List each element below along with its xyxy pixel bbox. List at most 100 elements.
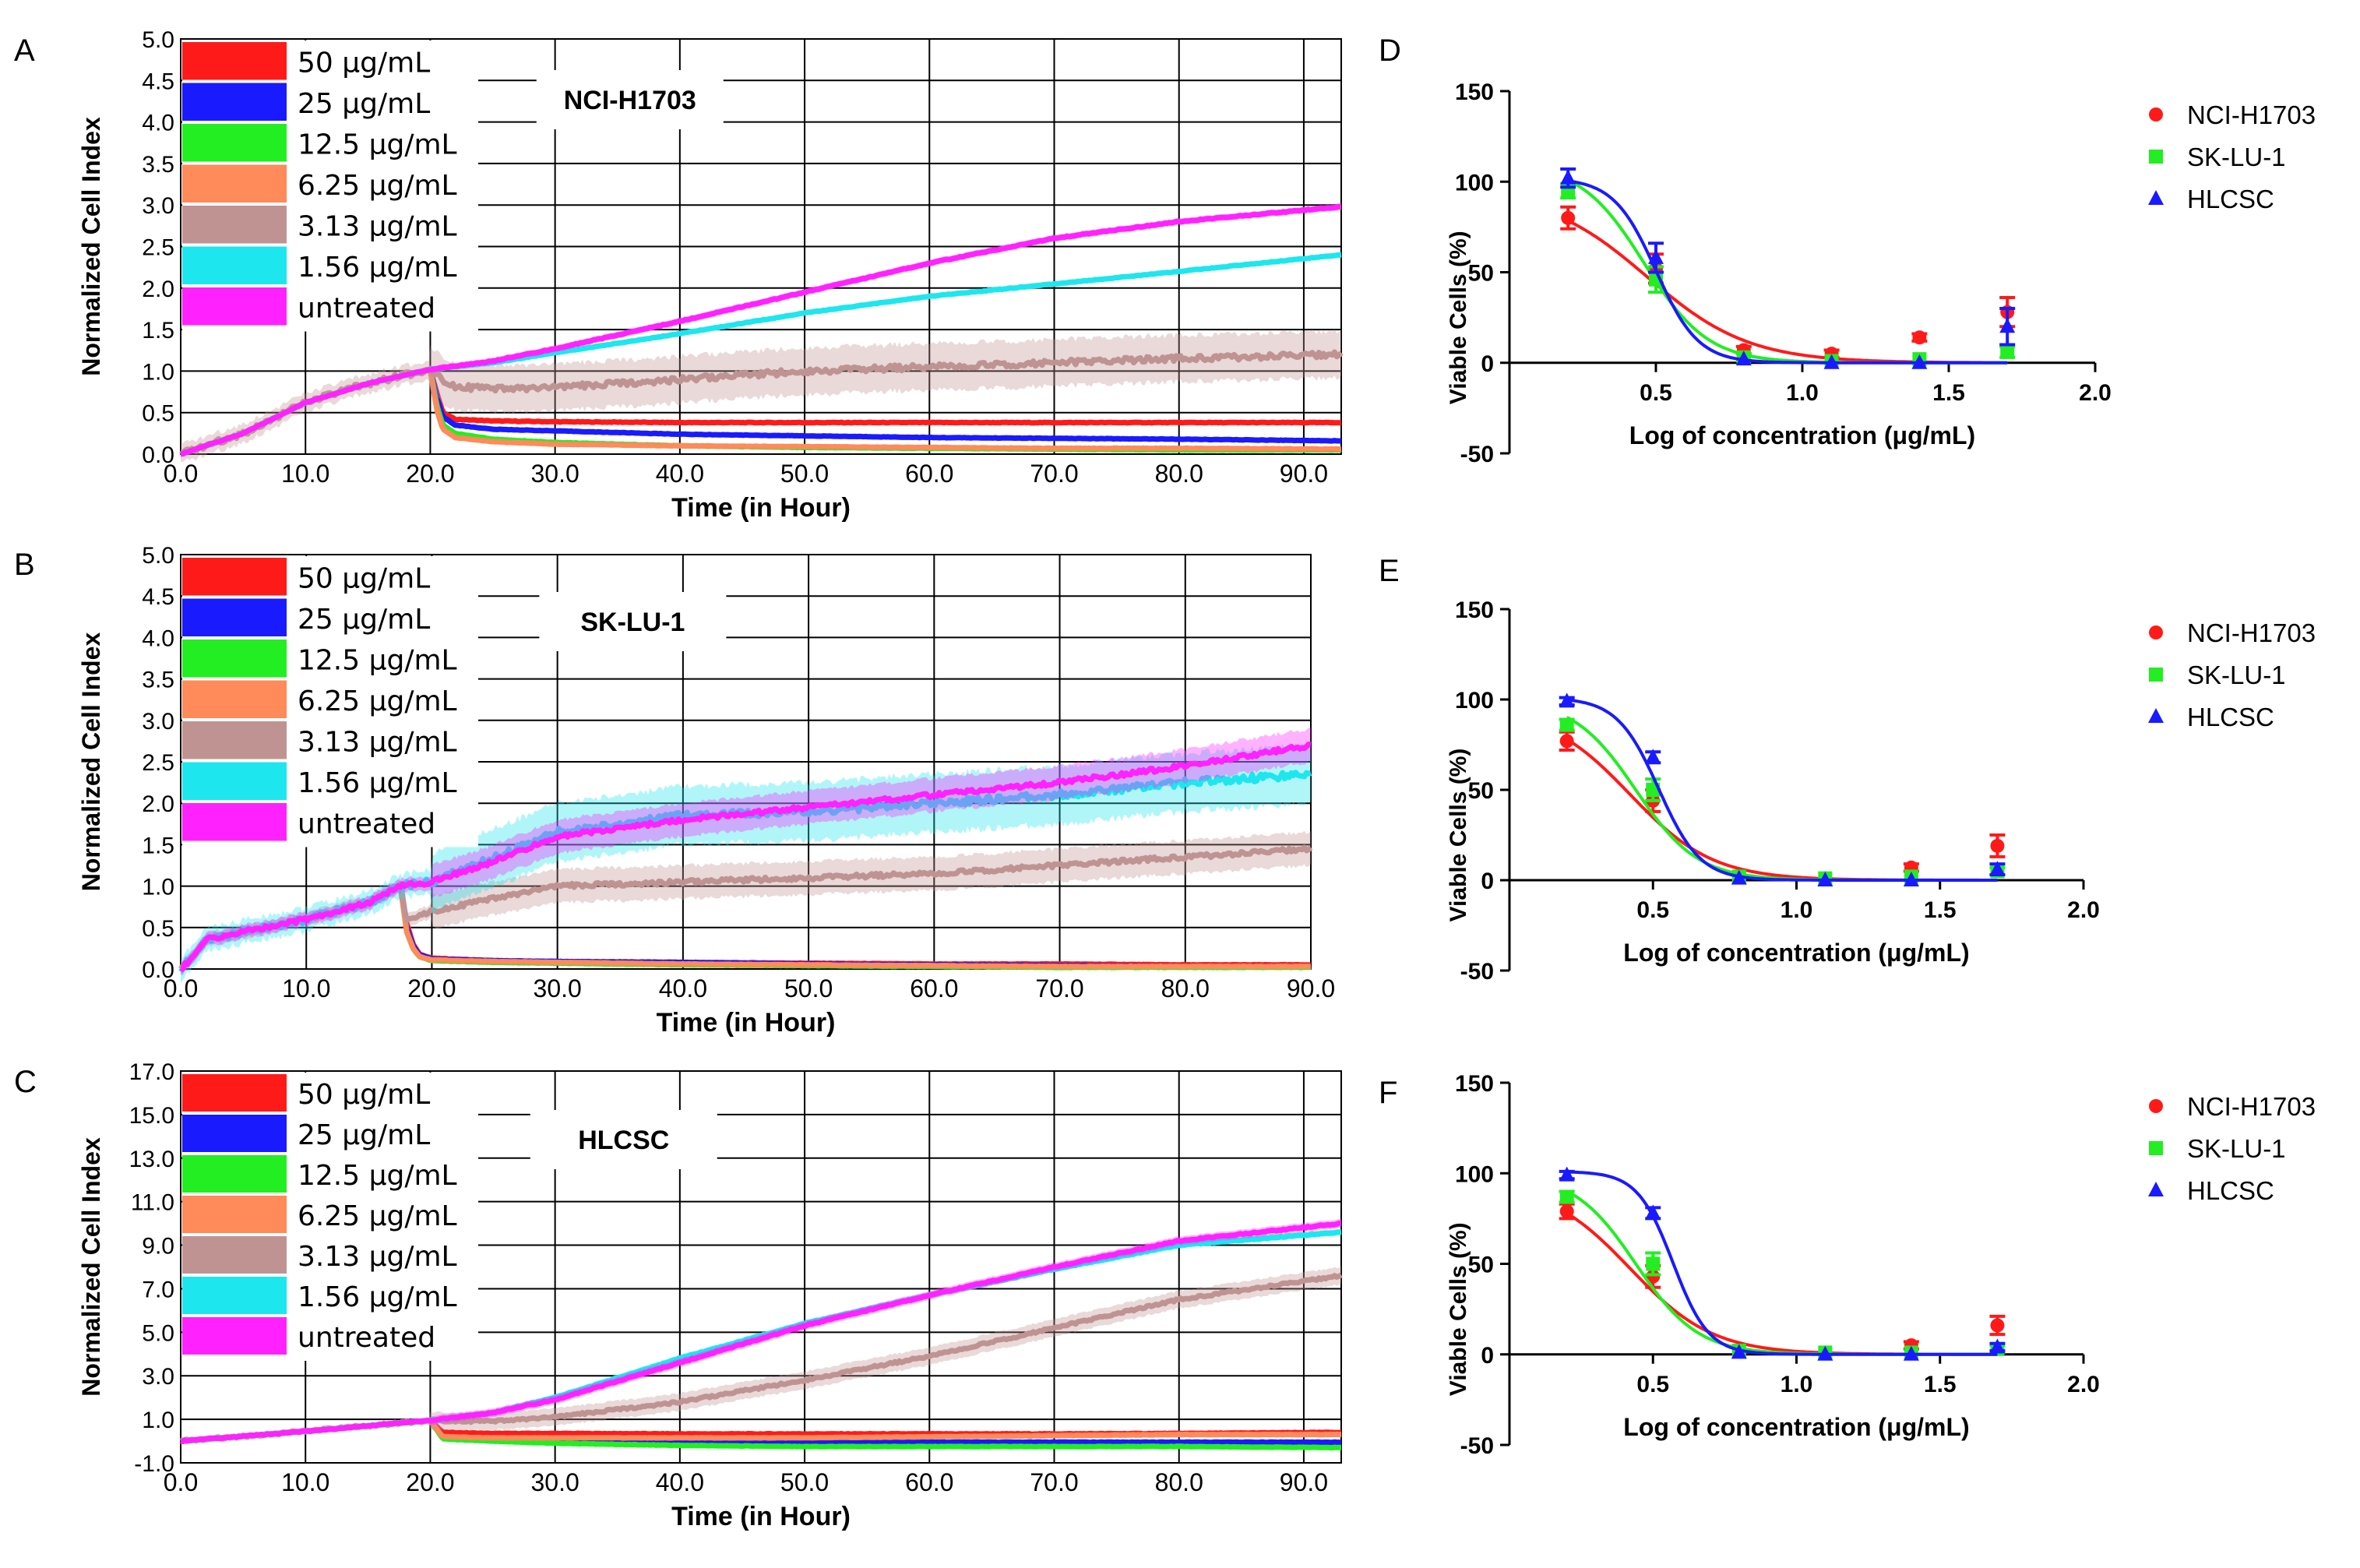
legend-label: 50 μg/mL [298, 48, 430, 79]
legend-label: SK-LU-1 [2187, 1134, 2286, 1163]
y-axis-label: Viable Cells (%) [1446, 1222, 1471, 1396]
x-tick-label: 10.0 [281, 460, 329, 488]
x-tick-label: 2.0 [2079, 380, 2112, 406]
data-point [1559, 692, 1575, 708]
legend-marker [2149, 150, 2163, 164]
y-axis-label: Normalized Cell Index [77, 632, 105, 892]
fit-curve-nci-h1703 [1566, 738, 1998, 882]
y-tick-label: 0 [1481, 869, 1494, 894]
data-point [1559, 1204, 1574, 1219]
data-point [1999, 318, 2016, 333]
x-tick-label: 80.0 [1155, 1468, 1203, 1496]
legend-label: 50 μg/mL [298, 563, 430, 595]
fit-curve-sk-lu-1 [1567, 178, 2008, 365]
y-tick-label: 0.0 [142, 442, 174, 468]
data-point [1731, 869, 1747, 885]
y-tick-label: 100 [1455, 1161, 1494, 1187]
legend-label: 12.5 μg/mL [298, 129, 457, 161]
x-axis-label: Time (in Hour) [671, 1502, 851, 1531]
legend-label: 12.5 μg/mL [298, 645, 457, 677]
y-tick-label: 2.5 [142, 750, 174, 776]
panel-letter: C [14, 1065, 37, 1099]
legend-swatch [182, 42, 287, 80]
x-tick-label: 30.0 [531, 1468, 579, 1496]
legend-label: NCI-H1703 [2187, 618, 2316, 647]
legend-label: NCI-H1703 [2187, 1092, 2316, 1121]
legend-marker [2149, 625, 2163, 640]
y-tick-label: 150 [1455, 79, 1494, 105]
y-tick-label: 100 [1455, 170, 1494, 196]
x-tick-label: 30.0 [534, 974, 582, 1002]
x-tick-label: 90.0 [1280, 1468, 1328, 1496]
y-tick-label: -1.0 [134, 1451, 174, 1477]
legend-label: untreated [298, 809, 435, 840]
data-point [1990, 1318, 2005, 1333]
x-tick-label: 10.0 [282, 974, 330, 1002]
y-axis-label: Viable Cells (%) [1446, 749, 1471, 922]
legend-swatch [182, 721, 287, 759]
x-tick-label: 50.0 [780, 1468, 829, 1496]
legend-swatch [182, 206, 287, 244]
legend: 50 μg/mL 25 μg/mL 12.5 μg/mL 6.25 μg/mL 3.13… [182, 1073, 478, 1361]
data-point [1559, 1166, 1575, 1182]
x-tick-label: 50.0 [780, 460, 829, 488]
legend: 50 μg/mL 25 μg/mL 12.5 μg/mL 6.25 μg/mL 3.13… [182, 556, 478, 847]
y-tick-label: 3.0 [142, 193, 174, 219]
data-point [1645, 1204, 1661, 1220]
y-tick-label: 50 [1468, 1253, 1494, 1278]
data-point [1911, 354, 1928, 369]
x-tick-label: 40.0 [659, 974, 707, 1002]
y-tick-label: 0.5 [142, 916, 174, 942]
data-point [1903, 872, 1919, 886]
legend-marker [2149, 107, 2163, 122]
x-tick-label: 0.5 [1636, 897, 1669, 923]
y-tick-label: 4.0 [142, 111, 174, 136]
legend-swatch [182, 1277, 287, 1314]
x-tick-label: 1.0 [1781, 1372, 1813, 1397]
data-point [1559, 717, 1574, 732]
data-point [1735, 351, 1752, 366]
legend-label: 6.25 μg/mL [298, 170, 457, 202]
x-tick-label: 0.0 [164, 974, 198, 1002]
title-box [539, 592, 727, 651]
fit-curve-sk-lu-1 [1566, 716, 1998, 882]
legend-marker [2149, 1099, 2163, 1113]
legend-swatch [182, 1236, 287, 1274]
legend-label: untreated [298, 1322, 435, 1354]
y-tick-label: 0 [1481, 1343, 1494, 1369]
legend-swatch [182, 598, 287, 636]
legend-swatch [182, 1317, 287, 1355]
fit-curve-nci-h1703 [1567, 219, 2008, 365]
y-tick-label: 3.0 [142, 1364, 174, 1390]
y-tick-label: 0.0 [142, 957, 174, 983]
x-tick-label: 20.0 [407, 974, 456, 1002]
y-tick-label: 150 [1455, 597, 1494, 623]
x-tick-label: 20.0 [406, 460, 454, 488]
legend-swatch [182, 246, 287, 284]
legend-swatch [182, 287, 287, 326]
title-box [530, 1110, 717, 1169]
data-point [1989, 861, 2006, 876]
y-tick-label: 2.5 [142, 235, 174, 261]
y-tick-label: 1.0 [142, 359, 174, 385]
legend-marker [2149, 1141, 2163, 1155]
panel-C: C -1.0 1.0 3.0 5.0 7.0 9.0 11.0 13.0 15.0 17.0 0.0 1… [14, 1059, 1343, 1531]
legend-label: 1.56 μg/mL [298, 1281, 457, 1313]
legend-label: untreated [298, 293, 435, 325]
legend-label: 12.5 μg/mL [298, 1160, 457, 1192]
x-tick-label: 60.0 [910, 974, 958, 1002]
legend-swatch [182, 164, 287, 203]
legend-swatch [182, 762, 287, 800]
data-point [1731, 1344, 1747, 1359]
x-tick-label: 1.5 [1932, 380, 1965, 406]
y-tick-label: 13.0 [129, 1147, 174, 1172]
error-band-156gml [181, 743, 1311, 984]
x-tick-label: 70.0 [1030, 1468, 1078, 1496]
legend-marker [2148, 190, 2164, 205]
legend-swatch [182, 83, 287, 121]
y-tick-label: 3.0 [142, 709, 174, 735]
data-point [2000, 344, 2015, 359]
data-point [1559, 1189, 1574, 1204]
cell-line-title: HLCSC [578, 1126, 669, 1155]
legend-swatch [182, 124, 287, 162]
